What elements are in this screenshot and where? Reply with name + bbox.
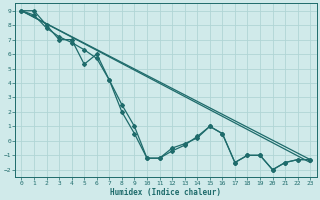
X-axis label: Humidex (Indice chaleur): Humidex (Indice chaleur)	[110, 188, 221, 197]
